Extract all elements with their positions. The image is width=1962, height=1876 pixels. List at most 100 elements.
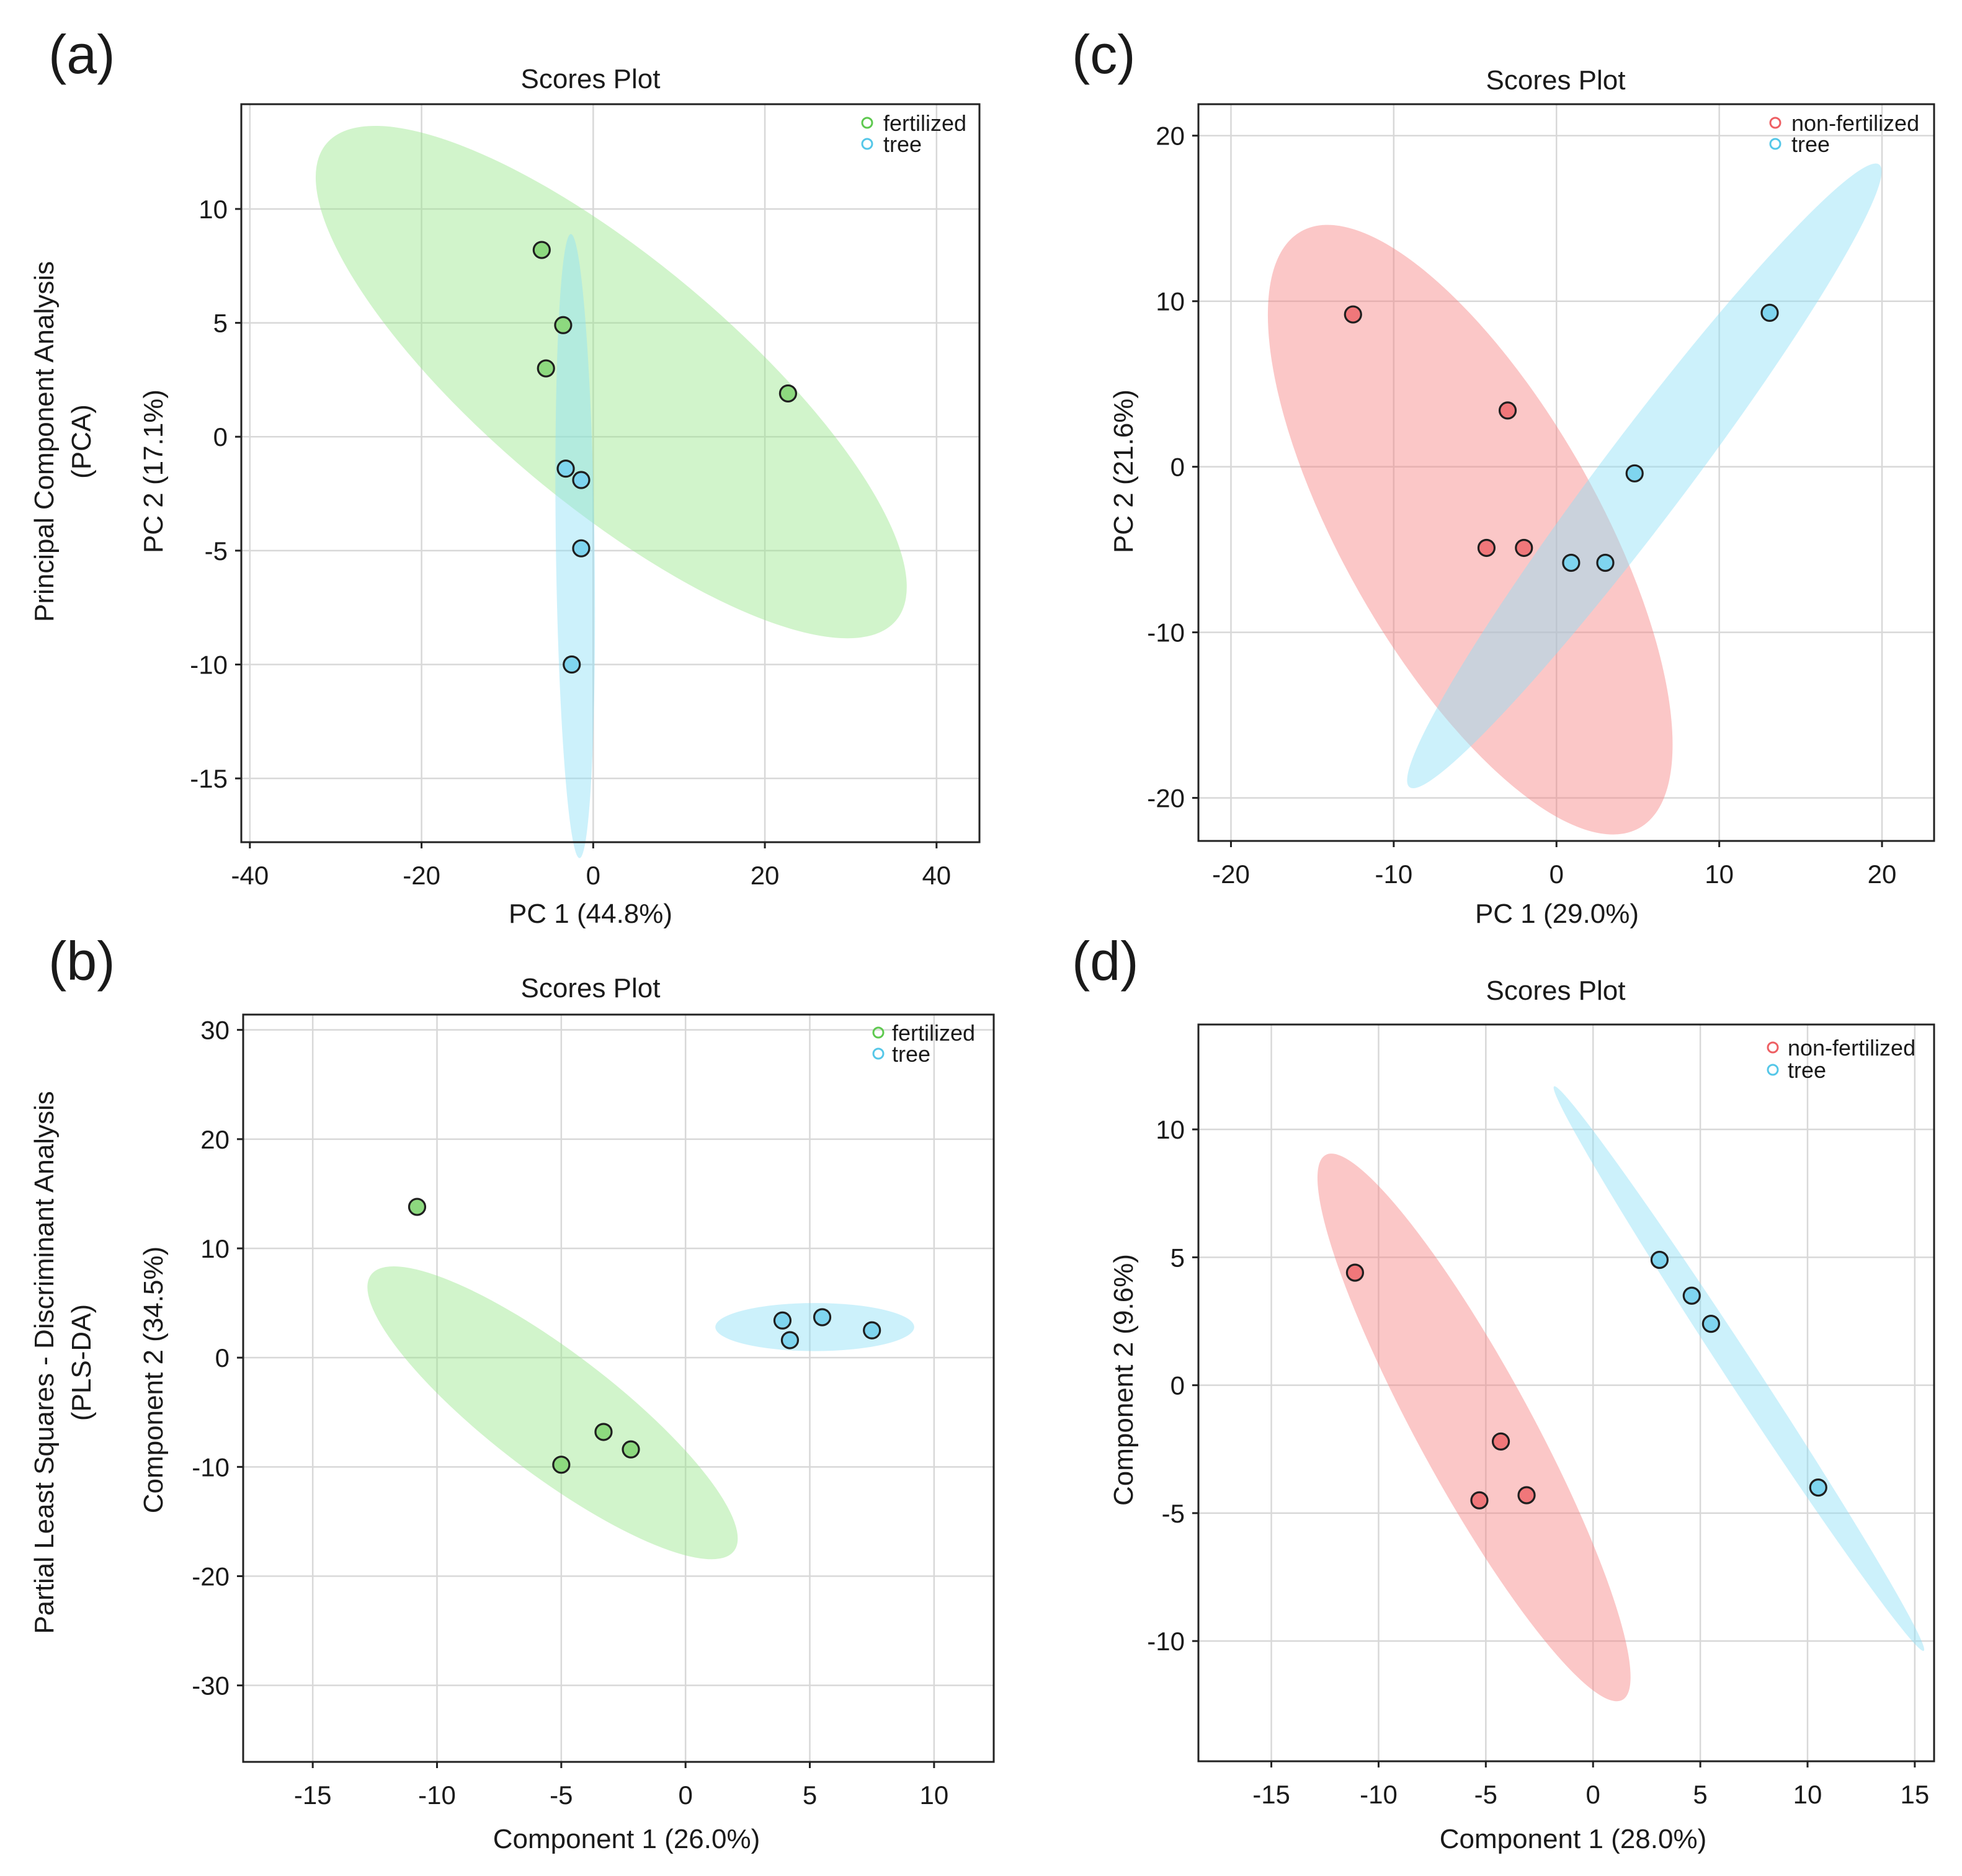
non-fertilized-point bbox=[1345, 1263, 1365, 1282]
y-tick-label: 5 bbox=[213, 309, 228, 338]
panel-label-a: (a) bbox=[48, 24, 115, 85]
legend-marker-tree bbox=[1769, 138, 1781, 150]
non-fertilized-point bbox=[1344, 305, 1362, 324]
fertilized-point bbox=[552, 1456, 571, 1474]
x-axis-label-d: Component 1 (28.0%) bbox=[1440, 1824, 1706, 1854]
tree-ellipse bbox=[715, 1303, 914, 1351]
fertilized-point bbox=[537, 359, 555, 378]
legend-d: non-fertilized tree bbox=[1767, 1035, 1915, 1083]
fertilized-ellipse bbox=[367, 1266, 738, 1560]
tree-point bbox=[1682, 1286, 1701, 1305]
x-axis-label-b: Component 1 (26.0%) bbox=[493, 1824, 760, 1854]
y-tick-label: 10 bbox=[198, 195, 228, 224]
x-tick-label: -20 bbox=[403, 861, 440, 890]
legend-marker-tree bbox=[872, 1047, 885, 1060]
panel-b: (b) Scores Plot -15 -10 -5 0 5 10 30 20 10 0 -10 -2… bbox=[48, 930, 995, 1854]
panel-d: (d) Scores Plot -15 -10 -5 0 5 10 151050-5-10 … bbox=[1072, 930, 1935, 1854]
x-tick-label: -10 bbox=[1360, 1780, 1398, 1809]
y-tick-label: -10 bbox=[190, 651, 228, 680]
legend-a: fertilized tree bbox=[861, 110, 966, 157]
x-tick-label: 15 bbox=[1901, 1780, 1930, 1809]
x-tick-label: -15 bbox=[294, 1780, 332, 1810]
x-tick-label: 20 bbox=[751, 861, 780, 890]
panel-label-c: (c) bbox=[1072, 24, 1136, 85]
gridlines-d bbox=[1198, 1025, 1934, 1761]
y-tick-label: -20 bbox=[1147, 784, 1185, 813]
x-tick-label: 0 bbox=[586, 861, 600, 890]
x-tick-label: -40 bbox=[231, 861, 269, 890]
panel-label-b: (b) bbox=[48, 930, 115, 992]
y-tick-label: -10 bbox=[1147, 1627, 1185, 1656]
x-tick-label: 10 bbox=[1705, 860, 1734, 889]
y-axis-label-b: Component 2 (34.5%) bbox=[138, 1247, 169, 1513]
points-b bbox=[408, 1198, 881, 1474]
ellipses-b bbox=[367, 1266, 914, 1560]
row-label-pca-line1: Principal Component Analysis bbox=[29, 261, 60, 622]
legend-label-tree: tree bbox=[1788, 1057, 1826, 1083]
fertilized-point bbox=[594, 1423, 613, 1441]
x-tick-label: -15 bbox=[1252, 1780, 1290, 1809]
non-fertilized-point bbox=[1491, 1432, 1510, 1451]
non-fertilized-point bbox=[1477, 538, 1496, 558]
tree-point bbox=[813, 1308, 832, 1327]
y-tick-label: -10 bbox=[192, 1452, 230, 1482]
row-label-plsda-line1: Partial Least Squares - Discriminant Ana… bbox=[29, 1091, 60, 1634]
legend-label-non-fertilized: non-fertilized bbox=[1791, 110, 1919, 136]
y-tick-label: -5 bbox=[205, 536, 228, 566]
tree-point bbox=[863, 1321, 881, 1340]
y-tick-label: 0 bbox=[215, 1343, 230, 1372]
x-tick-label: 10 bbox=[919, 1780, 948, 1810]
non-fertilized-ellipse bbox=[1317, 1154, 1631, 1702]
x-tick-label: -10 bbox=[418, 1780, 456, 1810]
x-tick-label: 40 bbox=[922, 861, 951, 890]
points-c bbox=[1344, 303, 1779, 572]
y-tick-label: 10 bbox=[1156, 1115, 1185, 1144]
legend-label-non-fertilized: non-fertilized bbox=[1788, 1035, 1915, 1060]
y-tick-label: -15 bbox=[190, 764, 228, 793]
non-fertilized-point bbox=[1498, 401, 1517, 420]
plot-title-c: Scores Plot bbox=[1486, 65, 1626, 96]
tree-point bbox=[1625, 464, 1644, 482]
gridlines-b bbox=[243, 1015, 994, 1762]
y-tick-label: 20 bbox=[1156, 122, 1185, 151]
y-tick-label: -30 bbox=[192, 1671, 230, 1700]
ticks-b: -15 -10 -5 0 5 10 30 20 10 0 -10 -20 -30 bbox=[192, 1016, 948, 1810]
non-fertilized-ellipse bbox=[1267, 224, 1673, 835]
tree-point bbox=[1650, 1250, 1669, 1269]
legend-label-tree: tree bbox=[892, 1041, 930, 1067]
legend-marker-tree bbox=[861, 138, 873, 150]
tree-point bbox=[1596, 553, 1615, 572]
y-tick-label: 10 bbox=[1156, 287, 1185, 316]
non-fertilized-point bbox=[1470, 1491, 1489, 1509]
legend-marker-fertilized bbox=[861, 117, 873, 129]
legend-marker-non-fertilized bbox=[1769, 117, 1781, 129]
plot-title-a: Scores Plot bbox=[521, 64, 661, 94]
y-tick-label: -10 bbox=[1147, 618, 1185, 647]
tree-point bbox=[572, 539, 591, 558]
ticks-a: -40 -20 0 20 40 10 5 0 -5 -10 -15 bbox=[190, 195, 951, 890]
x-tick-label: 0 bbox=[1550, 860, 1564, 889]
tree-ellipse bbox=[1553, 1086, 1925, 1652]
tree-point bbox=[1760, 303, 1779, 322]
x-tick-label: -20 bbox=[1212, 860, 1250, 889]
tree-point bbox=[572, 471, 591, 489]
y-tick-label: 20 bbox=[200, 1125, 230, 1154]
legend-label-tree: tree bbox=[883, 131, 922, 157]
panel-c: (c) Scores Plot -20 -10 0 10 20 20 10 0 -10 -20 n… bbox=[1072, 24, 1935, 929]
ellipses-a bbox=[315, 125, 907, 858]
y-tick-label: 10 bbox=[200, 1234, 230, 1263]
ellipses-d bbox=[1317, 1086, 1925, 1702]
legend-label-fertilized: fertilized bbox=[892, 1020, 975, 1046]
x-axis-label-c: PC 1 (29.0%) bbox=[1475, 899, 1639, 929]
gridlines-a bbox=[241, 104, 979, 842]
x-tick-label: -10 bbox=[1375, 860, 1413, 889]
ticks-c: -20 -10 0 10 20 20 10 0 -10 -20 bbox=[1147, 122, 1896, 889]
plot-frame-d bbox=[1197, 1023, 1935, 1763]
gridlines-c bbox=[1198, 104, 1934, 841]
tree-point bbox=[780, 1331, 800, 1349]
tree-ellipse bbox=[1407, 163, 1882, 789]
plot-title-d: Scores Plot bbox=[1486, 976, 1626, 1006]
y-tick-label: -20 bbox=[192, 1562, 230, 1591]
plot-frame-c bbox=[1197, 103, 1935, 842]
